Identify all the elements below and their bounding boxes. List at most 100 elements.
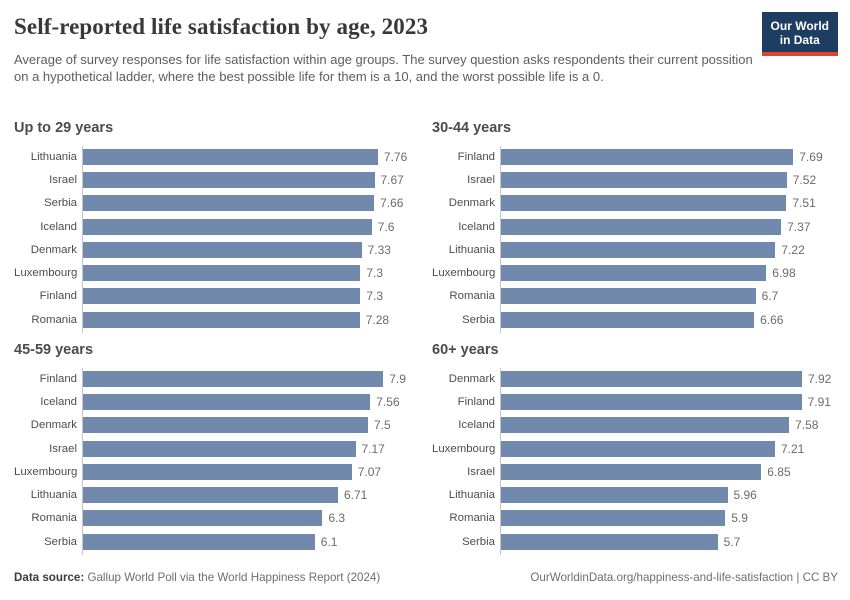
bar (501, 171, 787, 188)
bar (501, 463, 762, 480)
country-label: Iceland (458, 220, 495, 233)
bar (501, 533, 718, 550)
panel-45-59: 45-59 years Finland 7.9 Iceland 7.56 Denmark… (14, 342, 420, 558)
country-label: Luxembourg (432, 267, 496, 280)
bar-row: Serbia 6.1 (14, 530, 420, 553)
bar (501, 148, 794, 165)
bar (501, 440, 775, 457)
value-label: 7.58 (795, 418, 819, 433)
value-label: 6.7 (761, 289, 779, 304)
bar (83, 195, 375, 212)
country-label: Finland (39, 372, 77, 385)
value-label: 5.96 (733, 488, 757, 503)
chart-title: Self-reported life satisfaction by age, … (14, 14, 429, 39)
bar-row: Finland 7.9 (14, 367, 420, 390)
country-label: Luxembourg (432, 442, 496, 455)
bar (501, 417, 790, 434)
value-label: 7.07 (357, 464, 382, 479)
value-label: 5.9 (731, 511, 748, 526)
country-label: Luxembourg (14, 267, 78, 280)
bar (501, 510, 726, 527)
bar-row: Serbia 7.66 (14, 192, 420, 215)
value-label: 6.98 (772, 266, 796, 281)
bar (83, 311, 360, 328)
bar (83, 533, 315, 550)
bar-row: Lithuania 7.22 (432, 238, 838, 261)
value-label: 6.3 (328, 511, 346, 526)
country-label: Serbia (44, 197, 77, 210)
value-label: 7.3 (366, 266, 384, 281)
data-source: Data source: Gallup World Poll via the W… (14, 571, 380, 584)
data-source-label: Data source: (14, 571, 85, 584)
data-source-text: Gallup World Poll via the World Happines… (84, 571, 381, 584)
bar (83, 393, 371, 410)
bar-rows: Lithuania 7.76 Israel 7.67 Serbia 7.66 Iceland… (14, 145, 420, 331)
country-label: Denmark (448, 197, 495, 210)
value-label: 7.33 (367, 242, 391, 257)
bar-row: Israel 7.67 (14, 168, 420, 191)
value-label: 7.91 (807, 394, 831, 409)
bar (83, 218, 372, 235)
bar (501, 241, 776, 258)
bar (83, 510, 323, 527)
country-label: Israel (467, 465, 495, 478)
bar-rows: Finland 7.69 Israel 7.52 Denmark 7.51 Iceland 7… (432, 145, 838, 331)
bar-row: Romania 6.7 (432, 285, 838, 308)
bar (83, 417, 368, 434)
bar-row: Finland 7.3 (14, 285, 420, 308)
value-label: 7.5 (374, 418, 391, 433)
value-label: 7.67 (380, 172, 404, 187)
bar-rows: Denmark 7.92 Finland 7.91 Iceland 7.58 Luxembo… (432, 367, 838, 553)
country-label: Luxembourg (14, 465, 78, 478)
bar (83, 463, 352, 480)
value-label: 7.37 (787, 219, 811, 234)
country-label: Romania (449, 512, 495, 525)
country-label: Iceland (458, 419, 495, 432)
value-label: 7.92 (808, 371, 832, 386)
value-label: 7.28 (365, 312, 390, 327)
country-label: Denmark (30, 243, 77, 256)
value-label: 6.71 (344, 488, 368, 503)
bar-row: Serbia 6.66 (432, 308, 838, 331)
bar-row: Luxembourg 7.21 (432, 437, 838, 460)
bar (501, 265, 767, 282)
bar-row: Serbia 5.7 (432, 530, 838, 553)
panel-title: 45-59 years (14, 342, 94, 358)
bar (83, 288, 361, 305)
citation-url: OurWorldinData.org/happiness-and-life-sa… (530, 571, 838, 584)
bar (83, 440, 356, 457)
bar-row: Iceland 7.58 (432, 414, 838, 437)
country-label: Finland (457, 150, 495, 163)
chart-subtitle: Average of survey responses for life sat… (14, 52, 753, 84)
country-label: Romania (449, 290, 495, 303)
value-label: 6.66 (760, 312, 784, 327)
value-label: 7.51 (792, 196, 816, 211)
bar (83, 370, 384, 387)
panel-up-to-29: Up to 29 years Lithuania 7.76 Israel 7.67 Se… (14, 120, 420, 336)
panel-30-44: 30-44 years Finland 7.69 Israel 7.52 Denmark… (432, 120, 838, 336)
bar-row: Luxembourg 6.98 (432, 261, 838, 284)
bar-row: Israel 7.52 (432, 168, 838, 191)
value-label: 7.52 (792, 172, 817, 187)
country-label: Lithuania (448, 489, 495, 502)
value-label: 6.85 (767, 464, 791, 479)
value-label: 7.56 (376, 394, 400, 409)
owid-logo: Our World in Data (761, 12, 838, 56)
owid-logo-line2: in Data (779, 33, 820, 47)
value-label: 7.9 (389, 371, 406, 386)
country-label: Finland (39, 290, 77, 303)
bar (83, 241, 362, 258)
bar-row: Romania 6.3 (14, 507, 420, 530)
bar-row: Denmark 7.5 (14, 414, 420, 437)
value-label: 7.66 (380, 196, 404, 211)
y-axis-line (82, 146, 83, 333)
bar (501, 218, 782, 235)
country-label: Denmark (448, 372, 495, 385)
panel-title: Up to 29 years (14, 120, 114, 136)
country-label: Iceland (40, 395, 77, 408)
bar (83, 265, 361, 282)
chart-footer: Data source: Gallup World Poll via the W… (14, 571, 838, 584)
value-label: 7.21 (781, 441, 805, 456)
bar-row: Israel 6.85 (432, 460, 838, 483)
y-axis-line (500, 146, 501, 333)
